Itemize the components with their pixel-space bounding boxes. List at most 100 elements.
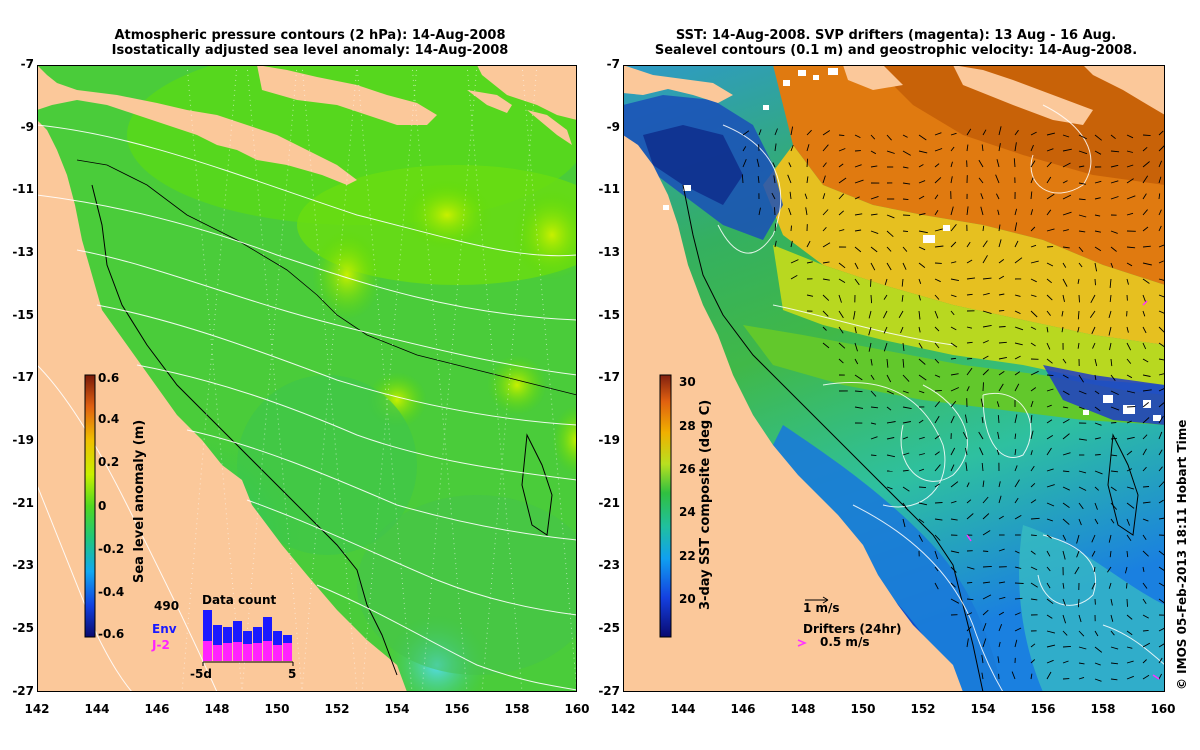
velocity-arrow	[934, 582, 939, 590]
velocity-arrow	[1126, 390, 1136, 394]
velocity-arrow	[854, 406, 864, 409]
velocity-arrow	[1061, 326, 1064, 333]
velocity-arrow	[1126, 450, 1133, 456]
velocity-arrow	[918, 262, 926, 268]
velocity-arrow	[981, 672, 984, 680]
left-ytick: -11	[12, 182, 34, 196]
velocity-arrow	[1046, 310, 1051, 316]
velocity-arrow	[982, 496, 989, 504]
velocity-arrow	[870, 374, 875, 381]
velocity-arrow	[771, 192, 776, 200]
velocity-arrow	[934, 194, 939, 200]
velocity-arrow	[1158, 566, 1165, 571]
velocity-arrow	[854, 246, 862, 253]
velocity-arrow	[934, 245, 944, 248]
velocity-arrow	[1078, 676, 1085, 680]
scale-arrow-label: 1 m/s	[803, 601, 840, 615]
left-title-line1: Atmospheric pressure contours (2 hPa): 1…	[114, 28, 506, 43]
velocity-arrow	[997, 656, 1000, 664]
velocity-arrow	[918, 246, 926, 251]
velocity-arrow	[1014, 639, 1018, 648]
velocity-arrow	[1126, 468, 1133, 472]
velocity-arrow	[1142, 226, 1149, 232]
velocity-arrow	[774, 223, 777, 232]
velocity-arrow	[950, 566, 957, 573]
left-xtick: 150	[264, 702, 290, 716]
velocity-arrow	[854, 196, 860, 200]
velocity-arrow	[1110, 358, 1113, 367]
left-xtick: 152	[324, 702, 350, 716]
velocity-arrow	[790, 275, 798, 280]
velocity-arrow	[1110, 164, 1119, 168]
velocity-arrow	[1110, 262, 1114, 268]
velocity-arrow	[966, 241, 971, 248]
velocity-arrow	[998, 515, 1004, 520]
velocity-arrow	[806, 176, 809, 184]
velocity-arrow	[1030, 465, 1035, 472]
velocity-arrow	[1142, 486, 1150, 488]
velocity-arrow	[918, 468, 925, 472]
velocity-arrow	[934, 177, 942, 184]
velocity-arrow	[918, 374, 927, 381]
velocity-arrow	[1110, 406, 1120, 411]
velocity-arrow	[1142, 262, 1152, 266]
velocity-arrow	[1142, 209, 1148, 216]
velocity-arrow	[1030, 499, 1037, 504]
velocity-arrow	[934, 435, 940, 440]
velocity-arrow	[1126, 675, 1134, 680]
right-map-frame	[623, 65, 1165, 692]
velocity-arrow	[1030, 226, 1036, 232]
right-ytick: -27	[598, 684, 620, 698]
right-ytick: -21	[598, 496, 620, 510]
velocity-arrow	[1110, 437, 1118, 440]
velocity-arrow	[950, 518, 958, 521]
right-xtick: 144	[670, 702, 696, 716]
velocity-arrow	[1126, 134, 1134, 139]
velocity-arrow	[1126, 358, 1132, 364]
velocity-arrow	[1142, 466, 1147, 472]
velocity-arrow	[1158, 534, 1165, 536]
velocity-arrow	[1078, 165, 1085, 168]
velocity-arrow	[1014, 240, 1019, 248]
velocity-arrow	[998, 596, 1006, 600]
velocity-arrow	[870, 294, 873, 304]
velocity-arrow	[1126, 262, 1133, 267]
inset-title: Data count	[202, 593, 277, 607]
velocity-arrow	[978, 159, 984, 168]
velocity-arrow	[1030, 160, 1036, 168]
velocity-arrow	[998, 224, 1001, 232]
velocity-arrow	[886, 134, 892, 141]
velocity-arrow	[1091, 582, 1096, 590]
velocity-arrow	[1046, 484, 1055, 488]
velocity-arrow	[1094, 134, 1102, 141]
velocity-arrow	[918, 195, 925, 200]
velocity-arrow	[1094, 374, 1097, 380]
velocity-arrow	[950, 241, 957, 248]
left-xtick: 154	[384, 702, 410, 716]
velocity-arrow	[1046, 209, 1052, 216]
velocity-arrow	[1046, 148, 1054, 152]
velocity-arrow	[918, 180, 926, 184]
left-xtick: 160	[564, 702, 590, 716]
velocity-arrow	[966, 128, 972, 136]
sla-tick-0: 0.6	[98, 371, 120, 385]
velocity-arrow	[1062, 162, 1071, 168]
velocity-arrow	[1158, 193, 1161, 200]
velocity-arrow	[886, 358, 889, 368]
velocity-arrow	[1142, 448, 1147, 456]
velocity-arrow	[1126, 342, 1132, 351]
velocity-arrow	[774, 143, 777, 152]
velocity-arrow	[1091, 326, 1096, 334]
velocity-arrow	[902, 150, 911, 156]
velocity-arrow	[934, 148, 943, 152]
velocity-arrow	[902, 182, 911, 185]
velocity-arrow	[1142, 389, 1152, 392]
velocity-arrow	[966, 293, 973, 296]
left-xtick: 148	[204, 702, 230, 716]
velocity-arrow	[898, 310, 904, 319]
velocity-arrow	[854, 164, 862, 168]
velocity-arrow	[934, 374, 941, 378]
velocity-arrow	[1030, 387, 1037, 392]
velocity-arrow	[822, 261, 830, 264]
velocity-arrow	[741, 174, 744, 184]
